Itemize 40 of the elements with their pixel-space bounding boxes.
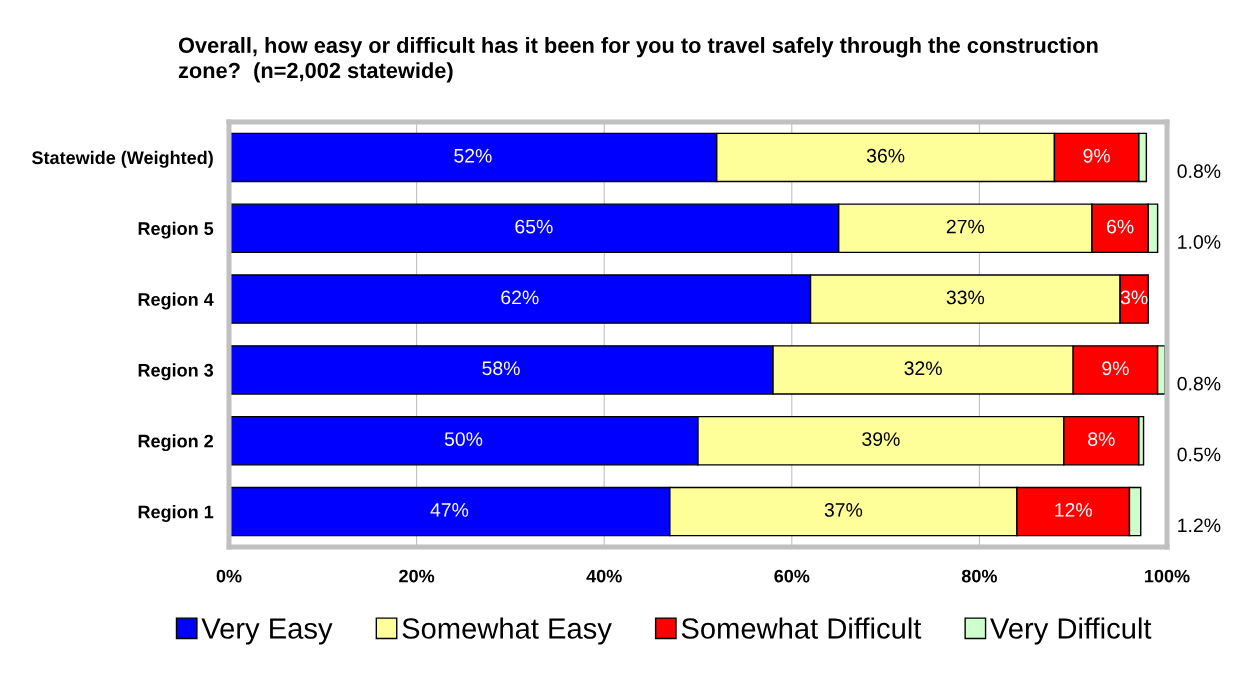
y-tick-label: Region 3 <box>138 363 214 381</box>
data-label: 47% <box>430 503 469 517</box>
data-label: 39% <box>862 432 900 446</box>
data-label: 36% <box>866 148 905 163</box>
data-label: 32% <box>904 361 942 376</box>
data-label: 27% <box>946 219 985 234</box>
data-label: 65% <box>515 219 553 234</box>
x-tick-label: 60% <box>774 569 810 583</box>
legend-label: Very Difficult <box>990 617 1152 645</box>
data-label: 58% <box>482 361 520 376</box>
data-label: 9% <box>1102 361 1129 376</box>
data-label: 6% <box>1107 219 1134 234</box>
data-label: 37% <box>824 503 863 517</box>
chart-title: Overall, how easy or difficult has it been for you to travel safely through the construction zone? (n=2,002 statewide) <box>178 37 1098 83</box>
x-tick-label: 80% <box>961 569 997 583</box>
legend-label: Very Easy <box>201 618 333 645</box>
y-tick-label: Region 1 <box>138 505 214 522</box>
y-tick-label: Region 2 <box>138 434 213 452</box>
x-tick-label: 0% <box>216 569 242 583</box>
data-label: 0.5% <box>1177 447 1221 462</box>
data-label: 62% <box>501 290 539 305</box>
legend-label: Somewhat Easy <box>402 617 612 645</box>
data-label: 52% <box>454 148 492 163</box>
data-label: 50% <box>444 432 483 446</box>
data-label: 1.2% <box>1178 518 1221 533</box>
y-tick-label: Region 4 <box>138 292 214 310</box>
x-tick-label: 40% <box>586 569 622 583</box>
data-label: 12% <box>1055 503 1092 517</box>
x-tick-label: 20% <box>399 569 435 583</box>
data-label: 33% <box>946 290 985 305</box>
x-tick-label: 100% <box>1145 569 1190 583</box>
data-label: 3% <box>1120 290 1148 305</box>
data-label: 0.8% <box>1177 164 1221 179</box>
legend-label: Somewhat Difficult <box>681 617 922 639</box>
data-label: 1.0% <box>1178 235 1221 249</box>
data-label: 8% <box>1088 432 1115 446</box>
y-tick-label: Region 5 <box>138 221 214 239</box>
y-tick-label: Statewide (Weighted) <box>32 150 213 168</box>
data-label: 9% <box>1083 148 1111 163</box>
data-label: 0.8% <box>1177 376 1221 391</box>
